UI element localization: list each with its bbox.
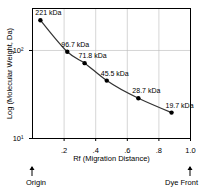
svg-text:.2: .2: [61, 146, 67, 155]
svg-text:71.8 kDa: 71.8 kDa: [79, 52, 107, 59]
svg-text:.8: .8: [156, 146, 162, 155]
svg-text:Log (Molecular Weight, Da): Log (Molecular Weight, Da): [5, 27, 14, 119]
svg-text:45.5 kDa: 45.5 kDa: [101, 70, 129, 77]
svg-text:28.7 kDa: 28.7 kDa: [132, 87, 160, 94]
svg-text:.4: .4: [92, 145, 99, 155]
svg-text:96.7 kDa: 96.7 kDa: [61, 41, 89, 48]
svg-text:19.7 kDa: 19.7 kDa: [166, 102, 194, 109]
svg-text:10¹: 10¹: [13, 134, 24, 143]
svg-text:Origin: Origin: [26, 178, 46, 187]
svg-text:10²: 10²: [13, 46, 24, 55]
svg-text:Rf (Migration Distance): Rf (Migration Distance): [73, 154, 150, 163]
svg-text:221 kDa: 221 kDa: [35, 9, 61, 16]
svg-text:.6: .6: [124, 145, 131, 155]
svg-text:Dye Front: Dye Front: [165, 178, 199, 187]
svg-text:1.0: 1.0: [185, 146, 195, 155]
